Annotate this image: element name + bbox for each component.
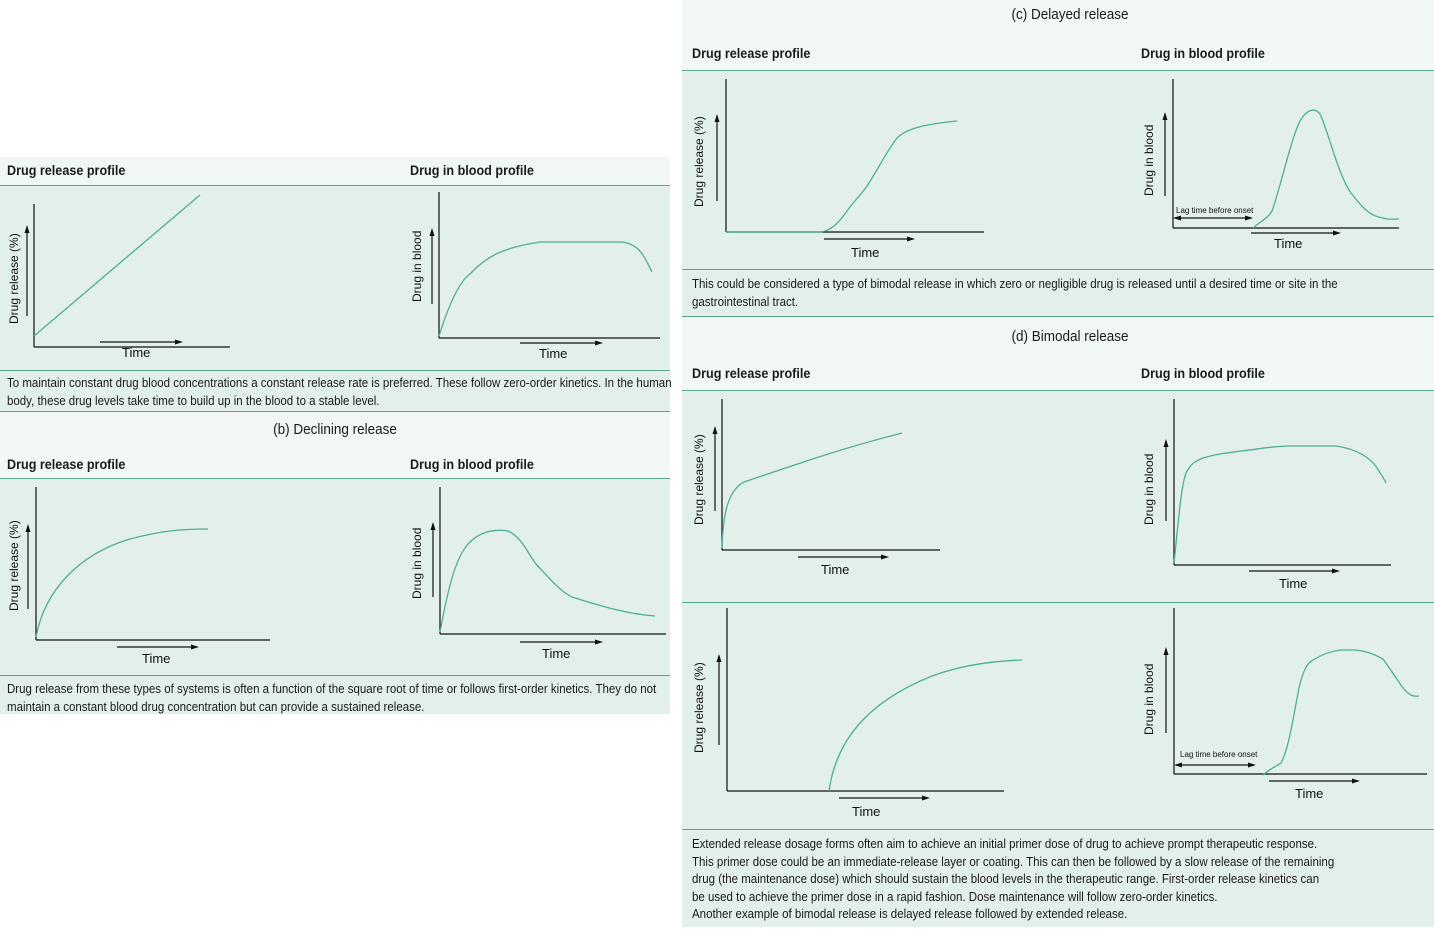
section-c-blood-xlabel: Time: [1274, 236, 1302, 251]
section-d-release-ylabel: Drug release (%): [692, 434, 706, 525]
divider: [0, 370, 670, 371]
caption-line: maintain a constant blood drug concentra…: [7, 699, 425, 714]
section-a-blood-header: Drug in blood profile: [410, 162, 534, 178]
section-a-blood-graph: Drug in blood Time: [410, 192, 660, 361]
section-d-release-xlabel: Time: [821, 562, 849, 577]
divider: [682, 829, 1434, 830]
caption-line: Drug release from these types of systems…: [7, 682, 657, 696]
section-d-title: (d) Bimodal release: [1011, 328, 1129, 345]
section-d-blood-ylabel: Drug in blood: [1142, 454, 1156, 525]
section-d-blood-xlabel: Time: [1279, 576, 1307, 591]
divider: [682, 602, 1434, 603]
section-c-release-xlabel: Time: [851, 245, 879, 260]
caption-line: Another example of bimodal release is de…: [692, 907, 1128, 921]
divider: [682, 269, 1434, 270]
section-d-blood2-xlabel: Time: [1295, 786, 1323, 801]
section-a-chart-panel: [0, 186, 670, 370]
section-b-release-xlabel: Time: [142, 651, 170, 666]
section-c-release-graph: Drug release (%) Time: [692, 79, 984, 260]
section-c-caption-panel: [682, 270, 1434, 316]
caption-line: drug (the maintenance dose) which should…: [692, 872, 1320, 886]
section-b-header-band: [0, 412, 670, 478]
divider: [0, 478, 670, 479]
section-b-caption-panel: [0, 676, 670, 714]
section-c-lag-label: Lag time before onset: [1176, 206, 1254, 215]
caption-line: This could be considered a type of bimod…: [692, 277, 1338, 291]
section-d-release-graph-2: Drug release (%) Time: [692, 608, 1023, 819]
section-a-header-band: [0, 157, 670, 185]
caption-line: body, these drug levels take time to bui…: [7, 393, 380, 408]
section-a-caption-panel: [0, 371, 670, 411]
section-a-caption: To maintain constant drug blood concentr…: [7, 375, 672, 410]
section-c-title: (c) Delayed release: [1011, 6, 1129, 23]
section-b-release-header: Drug release profile: [7, 456, 126, 472]
section-a-release-xlabel: Time: [122, 345, 150, 360]
section-c-caption: This could be considered a type of bimod…: [692, 276, 1338, 311]
section-d-caption: Extended release dosage forms often aim …: [692, 836, 1334, 924]
section-a-blood-ylabel: Drug in blood: [410, 231, 424, 302]
section-b-blood-header: Drug in blood profile: [410, 456, 534, 472]
caption-line: gastrointestinal tract.: [692, 294, 799, 309]
section-d-blood-header: Drug in blood profile: [1141, 365, 1265, 381]
section-b-release-ylabel: Drug release (%): [7, 520, 21, 611]
section-d-blood-graph-1: Drug in blood Time: [1142, 399, 1391, 591]
caption-line: To maintain constant drug blood concentr…: [7, 376, 672, 390]
section-d-release2-ylabel: Drug release (%): [692, 662, 706, 753]
section-b-blood-xlabel: Time: [542, 646, 570, 661]
caption-line: Extended release dosage forms often aim …: [692, 837, 1318, 851]
section-a-release-graph: Drug release (%) Time: [7, 194, 230, 360]
section-d-chart-panel: [682, 391, 1434, 829]
section-d-release-header: Drug release profile: [692, 365, 811, 381]
section-d-blood2-ylabel: Drug in blood: [1142, 664, 1156, 735]
section-b-title: (b) Declining release: [273, 421, 397, 438]
section-a-release-header: Drug release profile: [7, 162, 126, 178]
divider: [0, 411, 670, 412]
section-b-blood-ylabel: Drug in blood: [410, 528, 424, 599]
section-c-release-header: Drug release profile: [692, 45, 811, 61]
section-d-blood-graph-2: Lag time before onset Drug in blood Time: [1142, 608, 1427, 801]
section-d-lag-label: Lag time before onset: [1180, 750, 1258, 759]
section-d-caption-panel: [682, 830, 1434, 927]
section-d-release-graph-1: Drug release (%) Time: [692, 399, 940, 577]
section-b-caption: Drug release from these types of systems…: [7, 681, 656, 716]
section-c-chart-panel: [682, 71, 1434, 269]
divider: [682, 316, 1434, 317]
section-a-blood-xlabel: Time: [539, 346, 567, 361]
section-d-header-band: [682, 317, 1434, 390]
section-b-blood-graph: Drug in blood Time: [410, 487, 666, 661]
section-a-release-ylabel: Drug release (%): [7, 233, 21, 324]
divider: [0, 675, 670, 676]
caption-line: This primer dose could be an immediate-r…: [692, 854, 1335, 869]
section-c-release-ylabel: Drug release (%): [692, 116, 706, 207]
section-c-blood-ylabel: Drug in blood: [1142, 125, 1156, 196]
section-c-header-band: [682, 0, 1434, 70]
divider: [682, 70, 1434, 71]
divider: [682, 390, 1434, 391]
section-b-release-graph: Drug release (%) Time: [7, 487, 270, 666]
section-c-blood-header: Drug in blood profile: [1141, 45, 1265, 61]
caption-line: be used to achieve the primer dose in a …: [692, 889, 1218, 904]
section-d-release2-xlabel: Time: [852, 804, 880, 819]
section-c-blood-graph: Lag time before onset Drug in blood Time: [1142, 79, 1400, 251]
divider: [0, 185, 670, 186]
